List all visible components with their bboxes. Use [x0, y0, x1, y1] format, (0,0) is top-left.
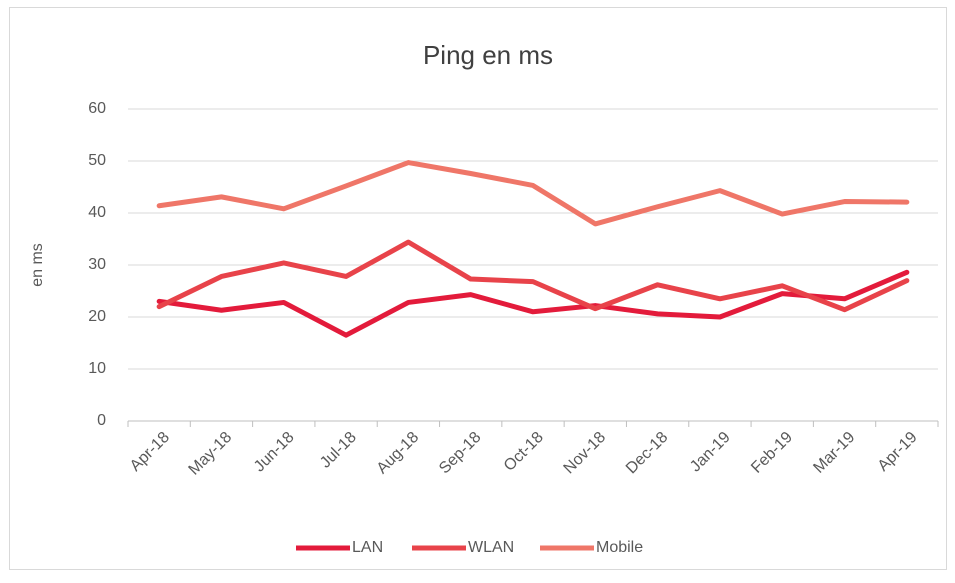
line-series — [156, 239, 910, 313]
legend-label: LAN — [352, 539, 383, 556]
y-tick-label: 50 — [88, 152, 106, 169]
legend-label: Mobile — [596, 539, 643, 556]
chart-border — [9, 7, 947, 570]
y-tick-label: 0 — [97, 412, 106, 429]
y-axis-label: en ms — [29, 243, 46, 287]
chart-title: Ping en ms — [423, 40, 553, 70]
line-series — [156, 160, 910, 227]
y-tick-label: 10 — [88, 360, 106, 377]
y-tick-label: 60 — [88, 100, 106, 117]
line-series — [156, 269, 910, 338]
y-tick-label: 40 — [88, 204, 106, 221]
y-tick-label: 20 — [88, 308, 106, 325]
y-tick-label: 30 — [88, 256, 106, 273]
legend-label: WLAN — [468, 539, 514, 556]
